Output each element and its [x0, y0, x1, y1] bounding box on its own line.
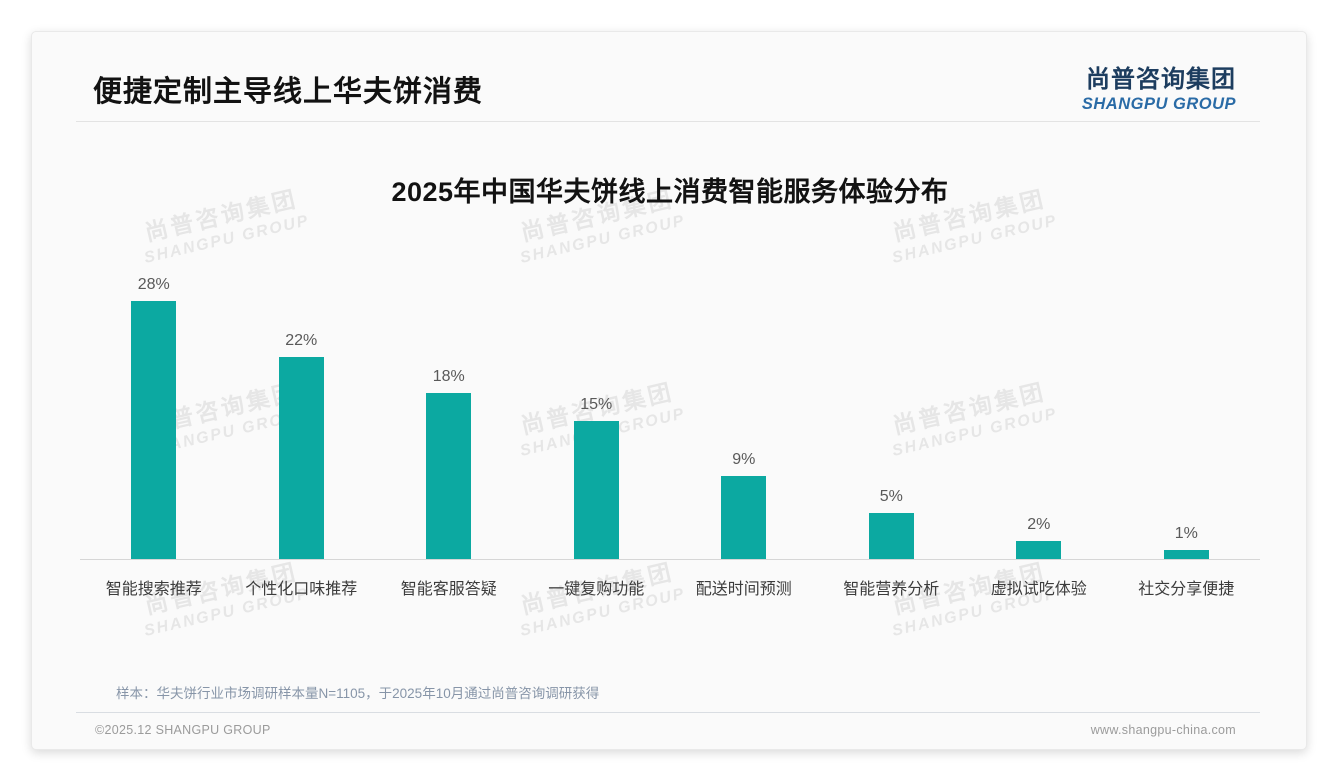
chart-title: 2025年中国华夫饼线上消费智能服务体验分布 — [391, 177, 949, 207]
bar-value-label: 18% — [432, 368, 465, 385]
bar-value-label: 22% — [285, 332, 318, 349]
bar-value-label: 9% — [732, 451, 756, 468]
slide-card: 尚普咨询集团 SHANGPU GROUP 尚普咨询集团 SHANGPU GROUP 尚普… — [31, 31, 1307, 750]
bar — [131, 301, 177, 559]
bar-group: 18% — [375, 368, 523, 559]
bar-value-label: 2% — [1027, 516, 1051, 533]
chart-area: 2025年中国华夫饼线上消费智能服务体验分布 28% 22% 18% 15% 9% 5% 2… — [80, 122, 1260, 599]
bar-value-label: 1% — [1174, 525, 1198, 542]
copyright-text: ©2025.12 SHANGPU GROUP — [95, 723, 271, 737]
page-title: 便捷定制主导线上华夫饼消费 — [93, 76, 484, 108]
category-axis: 智能搜索推荐 个性化口味推荐 智能客服答疑 一键复购功能 配送时间预测 智能营养分析 虚拟试… — [80, 575, 1260, 599]
bar-group: 22% — [228, 332, 376, 559]
bar-group: 9% — [670, 451, 818, 559]
brand-logo-chinese: 尚普咨询集团 — [1086, 66, 1236, 93]
bar-group: 5% — [818, 488, 966, 559]
bar — [1163, 550, 1209, 559]
bar — [1016, 541, 1062, 559]
bar — [721, 476, 767, 559]
bar-category-label: 智能客服答疑 — [400, 581, 497, 598]
website-text: www.shangpu-china.com — [1090, 723, 1236, 737]
slide-footer: ©2025.12 SHANGPU GROUP www.shangpu-china… — [95, 723, 1236, 737]
bar-group: 2% — [965, 516, 1113, 559]
bar-category-label: 一键复购功能 — [548, 581, 645, 598]
footer-divider — [76, 712, 1260, 713]
brand-logo-english: SHANGPU GROUP — [1081, 95, 1236, 113]
brand-logo: 尚普咨询集团 SHANGPU GROUP — [1082, 59, 1236, 114]
bar — [573, 421, 619, 559]
bar-value-label: 28% — [137, 276, 170, 293]
bar — [426, 393, 472, 559]
bar-category-label: 虚拟试吃体验 — [990, 581, 1087, 598]
sample-note: 样本：华夫饼行业市场调研样本量N=1105，于2025年10月通过尚普咨询调研获… — [116, 686, 600, 701]
bar-category-label: 智能搜索推荐 — [105, 581, 202, 598]
bar-category-label: 配送时间预测 — [695, 581, 792, 598]
bar — [278, 357, 324, 559]
bar-value-label: 15% — [580, 396, 613, 413]
bar-category-label: 社交分享便捷 — [1138, 581, 1235, 598]
header-divider — [76, 121, 1260, 122]
bar-group: 28% — [80, 276, 228, 559]
bar-group: 1% — [1113, 525, 1261, 559]
bar-category-label: 个性化口味推荐 — [245, 581, 358, 598]
bar — [868, 513, 914, 559]
slide-header: 便捷定制主导线上华夫饼消费 尚普咨询集团 SHANGPU GROUP — [32, 32, 1306, 121]
bar-group: 15% — [523, 396, 671, 559]
bar-category-label: 智能营养分析 — [843, 581, 940, 598]
bar-chart: 28% 22% 18% 15% 9% 5% 2% 1% — [80, 269, 1260, 560]
bar-value-label: 5% — [879, 488, 903, 505]
